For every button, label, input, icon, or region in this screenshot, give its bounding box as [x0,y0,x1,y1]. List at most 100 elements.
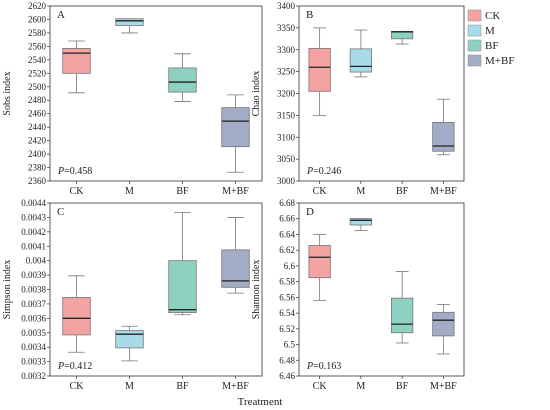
box-iqr [390,297,414,334]
p-value-label: P=0.458 [57,166,92,177]
y-axis-title: Sobs index [2,71,13,115]
y-tick-label: 6.56 [279,292,295,302]
y-tick-label: 2400 [28,149,47,159]
y-tick-label: 2520 [28,68,47,78]
legend-label-bf: BF [485,40,498,52]
y-tick-label: 2480 [28,95,47,105]
x-tick-label: CK [313,381,328,392]
legend-label-m: M [485,25,495,37]
y-tick-label: 3100 [277,132,296,142]
y-tick-label: 0.0035 [21,328,46,338]
box-ck [308,27,331,116]
box-m [349,218,372,231]
plot-frame [298,202,465,377]
x-tick-label: M+BF [430,186,457,197]
y-tick-label: 2580 [28,28,47,38]
panel-a: A 2360 2380 2400 2420 2440 2460 2480 2500 2520 254… [2,1,263,197]
box-ck [62,40,91,94]
y-tick-label: 6.54 [279,308,295,318]
y-tick-label: 3050 [277,154,296,164]
y-tick-label: 0.0036 [21,313,46,323]
panels: A 2360 2380 2400 2420 2440 2460 2480 2500 2520 254… [2,1,465,392]
y-axis-title: Chao index [251,71,262,117]
y-tick-label: 6.5 [284,340,296,350]
y-tick-label: 2360 [28,176,47,186]
y-tick-label: 3150 [277,110,296,120]
p-value-label: P=0.163 [306,361,341,372]
box-iqr [115,18,144,26]
x-tick-label: CK [313,186,328,197]
p-value-label: P=0.246 [306,166,341,177]
y-tick-label: 0.0037 [21,299,46,309]
box-iqr [349,48,372,73]
x-tick-label: M [125,186,134,197]
x-tick-label: BF [176,186,189,197]
box-iqr [62,297,91,336]
box-mbf [432,304,455,355]
box-ck [62,275,91,353]
y-tick-label: 0.0039 [21,270,46,280]
y-tick-label: 6.62 [279,245,295,255]
y-tick-label: 6.66 [279,214,295,224]
y-tick-label: 2620 [28,1,47,11]
box-bf [168,53,197,102]
x-tick-label: M+BF [222,381,249,392]
x-tick-label: M [356,186,365,197]
x-tick-label: M+BF [430,381,457,392]
x-tick-label: M [125,381,134,392]
plot-frame [49,202,263,377]
panel-label: D [306,206,314,218]
box-iqr [115,330,144,349]
y-tick-label: 2440 [28,122,47,132]
box-mbf [221,217,250,294]
legend-item-mbf: M+BF [467,54,514,67]
y-tick-label: 0.0032 [21,371,46,381]
plot-frame [49,5,263,182]
y-tick-label: 3350 [277,23,296,33]
x-tick-label: BF [176,381,189,392]
box-ck [308,234,331,301]
box-iqr [221,249,250,288]
legend-item-m: M [467,24,495,37]
box-m [115,325,144,362]
box-iqr [308,245,331,279]
y-tick-label: 0.0044 [21,198,46,208]
y-tick-label: 6.6 [284,261,296,271]
box-iqr [432,121,455,152]
box-iqr [62,48,91,74]
y-tick-label: 2600 [28,14,47,24]
y-tick-label: 0.0042 [21,227,46,237]
y-axis-title: Shannon index [251,260,262,320]
y-tick-label: 6.52 [279,324,295,334]
box-iqr [349,218,372,226]
legend-label-mbf: M+BF [485,55,514,67]
panel-label: A [57,9,65,21]
x-tick-label: CK [70,186,85,197]
y-tick-label: 2560 [28,41,47,51]
y-tick-label: 6.48 [279,355,295,365]
legend-item-bf: BF [467,39,498,52]
box-mbf [432,98,455,156]
panel-b: B 3000 3050 3100 3150 3200 3250 3300 3350 3400 Cha… [251,1,465,197]
y-tick-label: 2420 [28,136,47,146]
y-tick-label: 6.58 [279,277,295,287]
y-tick-label: 3200 [277,89,296,99]
y-tick-label: 6.46 [279,371,295,381]
y-tick-label: 3300 [277,45,296,55]
y-tick-label: 0.0034 [21,342,46,352]
y-tick-label: 2380 [28,163,47,173]
y-tick-label: 3000 [277,176,296,186]
legend-label-ck: CK [485,10,500,22]
y-tick-label: 2460 [28,109,47,119]
box-iqr [308,48,331,92]
y-tick-label: 0.0038 [21,285,46,295]
y-tick-label: 6.68 [279,198,295,208]
y-axis-title: Simpson index [2,260,13,320]
legend-item-ck: CK [467,9,500,22]
box-m [349,29,372,78]
y-tick-label: 0.004 [26,256,47,266]
box-mbf [221,94,250,173]
x-tick-label: M+BF [222,186,249,197]
box-bf [390,30,414,45]
